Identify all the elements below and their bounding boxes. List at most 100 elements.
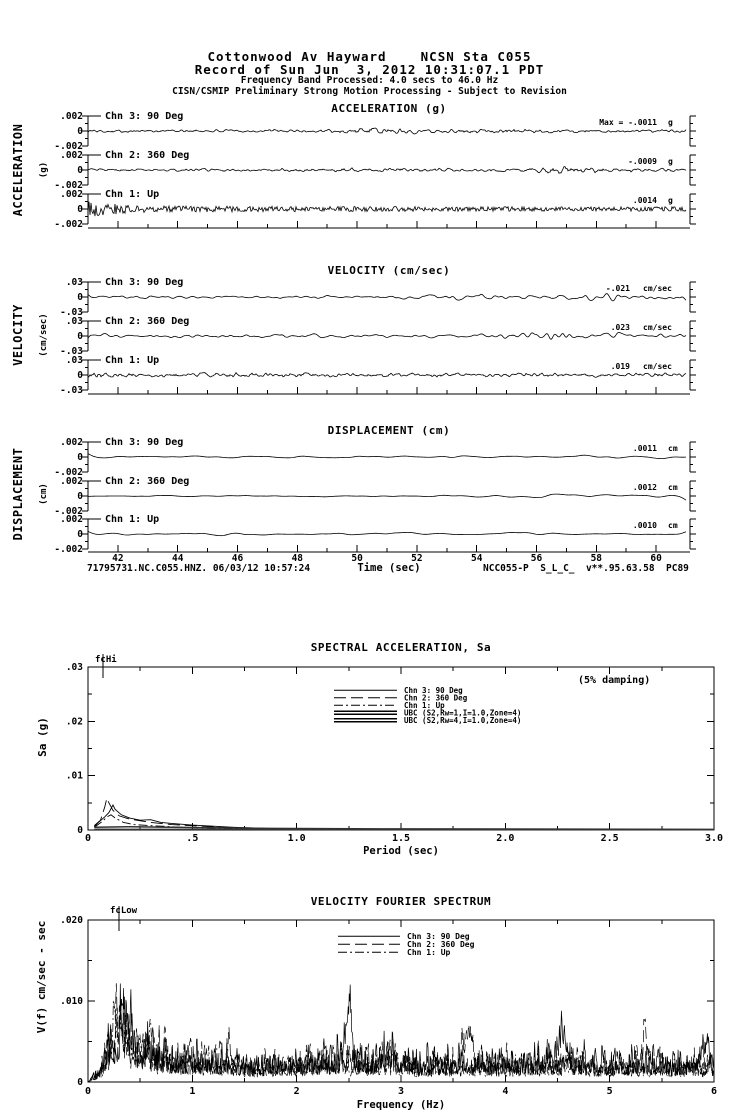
x-tick-label: 52: [411, 553, 422, 564]
x-tick-label: 5: [607, 1086, 613, 1097]
x-tick-label: 4: [502, 1086, 508, 1097]
peak-value: .0010: [633, 521, 657, 530]
trace-2: [87, 166, 687, 174]
chart-title: VELOCITY (cm/sec): [328, 264, 451, 277]
y-tick-label: -.03: [60, 346, 83, 357]
channel-label: Chn 1: Up: [105, 355, 159, 366]
station-title: Cottonwood Av Hayward NCSN Sta C055: [207, 49, 532, 64]
y-tick-label: .03: [66, 316, 83, 327]
y-tick-label: 0: [77, 1077, 83, 1088]
chart-title: SPECTRAL ACCELERATION, Sa: [311, 641, 492, 654]
trace-2: [87, 493, 687, 501]
x-tick-label: 48: [292, 553, 304, 564]
y-axis-unit: (cm): [39, 483, 49, 505]
x-tick-label: 1: [189, 1086, 195, 1097]
chart-title: DISPLACEMENT (cm): [328, 424, 451, 437]
y-axis-label: VELOCITY: [11, 304, 25, 366]
x-tick-label: 54: [471, 553, 483, 564]
record-datetime: Record of Sun Jun 3, 2012 10:31:07.1 PDT: [194, 62, 545, 77]
legend-label: Chn 3: 90 Deg: [407, 932, 470, 941]
y-tick-label: 0: [77, 331, 83, 342]
channel-panel: .03 0 -.03 Chn 2: 360 Deg .023 cm/sec: [60, 316, 696, 357]
y-tick-label: 0: [77, 491, 83, 502]
damping-note: (5% damping): [578, 674, 650, 686]
x-tick-label: 46: [232, 553, 244, 564]
x-tick-label: .5: [186, 833, 198, 844]
legend-label: UBC (S2,Rw=4,I=1.0,Zone=4): [404, 716, 521, 725]
y-tick-label: 0: [77, 452, 83, 463]
x-tick-label: 60: [650, 553, 662, 564]
plot-frame: [87, 666, 715, 831]
channel-panel: .002 0 -.002 Chn 1: Up .0014 g: [54, 189, 696, 230]
y-axis-unit: (g): [39, 162, 49, 178]
y-tick-label: -.002: [54, 219, 83, 230]
x-tick-label: 3: [398, 1086, 404, 1097]
processing-note: CISN/CSMIP Preliminary Strong Motion Pro…: [172, 85, 567, 97]
channel-panel: .002 0 -.002 Chn 2: 360 Deg .0012 cm: [54, 476, 696, 517]
y-tick-label: -.002: [54, 141, 83, 152]
peak-value: -.021: [606, 284, 630, 293]
x-axis-label: Period (sec): [363, 845, 439, 857]
fc-low-label: fcLow: [110, 906, 138, 916]
trace-3: [87, 371, 687, 378]
channel-label: Chn 3: 90 Deg: [105, 277, 183, 288]
y-tick-label: .002: [60, 189, 83, 200]
y-axis-label: V(f) cm/sec - sec: [35, 921, 48, 1034]
y-tick-label: .020: [60, 915, 83, 926]
x-tick-label: 2: [294, 1086, 300, 1097]
channel-label: Chn 2: 360 Deg: [105, 476, 189, 487]
report-header: Cottonwood Av Hayward NCSN Sta C055 Reco…: [0, 50, 739, 97]
channel-panel: .03 0 -.03 Chn 1: Up .019 cm/sec: [60, 355, 696, 396]
x-tick-label: 2.0: [496, 833, 514, 844]
chart-acceleration-time-series: ACCELERATION (g) ACCELERATION (g) .002 0 -.00…: [11, 102, 696, 230]
y-axis-label: ACCELERATION: [11, 124, 25, 217]
legend-label: UBC (S2,Rw=1,I=1.0,Zone=4): [404, 709, 521, 718]
y-tick-label: .03: [66, 355, 83, 366]
y-tick-label: -.002: [54, 467, 83, 478]
chart-title: VELOCITY FOURIER SPECTRUM: [311, 895, 492, 908]
trace-3: [87, 201, 687, 217]
chart-velocity-fourier-spectrum: VELOCITY FOURIER SPECTRUM .020 .010 00 1 2 3 4 5…: [35, 895, 717, 1111]
channel-panel: .002 0 -.002 Chn 2: 360 Deg -.0009 g: [54, 150, 696, 191]
channel-panel: .002 0 -.002 Chn 1: Up .0010 cm: [54, 514, 696, 555]
x-tick-label: 42: [112, 553, 123, 564]
y-tick-label: .002: [60, 514, 83, 525]
x-axis-label: Frequency (Hz): [357, 1099, 446, 1111]
trace-1: [87, 453, 687, 459]
chart-title: ACCELERATION (g): [331, 102, 447, 115]
channel-label: Chn 3: 90 Deg: [105, 437, 183, 448]
channel-label: Chn 1: Up: [105, 189, 159, 200]
trace-1: [87, 127, 687, 135]
y-tick-label: -.002: [54, 544, 83, 555]
peak-value: .019: [611, 362, 630, 371]
chart-velocity-time-series: VELOCITY (cm/sec) VELOCITY (cm/sec) .03 0 -.0…: [11, 264, 696, 396]
channel-panel: .002 0 -.002 Chn 3: 90 Deg Max = -.0011 g: [54, 111, 696, 152]
y-tick-label: 0: [77, 126, 83, 137]
y-axis-label: DISPLACEMENT: [11, 448, 25, 541]
peak-unit: cm/sec: [643, 284, 672, 293]
y-tick-label: .03: [66, 662, 83, 673]
legend-label: Chn 1: Up: [404, 701, 445, 710]
x-tick-label: 0: [85, 1086, 91, 1097]
y-tick-label: .002: [60, 476, 83, 487]
processing-id-footer: NCC055-P S_L_C_ v**.95.63.58 PC89: [483, 563, 689, 574]
y-tick-label: .02: [66, 716, 83, 727]
peak-value: .0012: [633, 483, 657, 492]
trace-1: [87, 293, 687, 302]
channel-label: Chn 1: Up: [105, 514, 159, 525]
trace-3: [87, 531, 687, 537]
y-tick-label: .002: [60, 150, 83, 161]
peak-value: .0014: [633, 196, 657, 205]
channel-label: Chn 3: 90 Deg: [105, 111, 183, 122]
frequency-band-note: Frequency Band Processed: 4.0 secs to 46…: [240, 75, 499, 86]
peak-value: -.0009: [628, 157, 657, 166]
x-tick-label: 56: [531, 553, 543, 564]
channel-label: Chn 2: 360 Deg: [105, 316, 189, 327]
x-tick-label: 3.0: [705, 833, 723, 844]
peak-unit: cm/sec: [643, 323, 672, 332]
fourier-series-2: [87, 983, 715, 1083]
peak-unit: g: [668, 118, 673, 127]
y-tick-label: 0: [77, 825, 83, 836]
